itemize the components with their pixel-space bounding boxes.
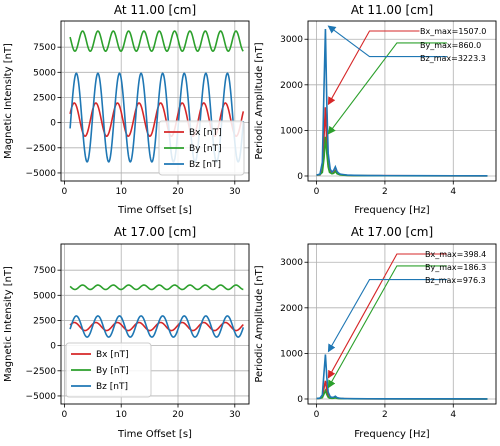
- annotation-by-max: By_max=860.0: [420, 41, 481, 50]
- panel-time-11cm: 0 10 20 30 −5000 −2500 0 2500 5000 7500 At 11.00 …: [3, 3, 250, 216]
- x-tick-label: 2: [382, 410, 388, 420]
- legend-frame: [158, 120, 245, 176]
- annotation-bx-max: Bx_max=398.4: [425, 250, 486, 259]
- series-lines: [69, 284, 245, 338]
- annotation-arrow-bz: [327, 279, 447, 353]
- series-line-bx: [316, 107, 488, 177]
- y-tick-label: 7500: [33, 266, 56, 276]
- panel-title: At 11.00 [cm]: [114, 3, 196, 17]
- y-axis-label: Periodic Amplitude [nT]: [254, 265, 265, 382]
- x-tick-label: 20: [172, 410, 184, 420]
- legend-label-bx: Bx [nT]: [96, 350, 129, 360]
- series-lines: [316, 354, 488, 400]
- y-tick-label: 3000: [280, 258, 303, 268]
- y-tick-label: 2000: [280, 81, 303, 91]
- annotation-arrow-by: [327, 265, 447, 389]
- y-tick-label: 3000: [280, 35, 303, 45]
- annotation-arrow-bx: [327, 30, 420, 106]
- annotation-by-max: By_max=186.3: [425, 263, 486, 272]
- annotation-arrow-by: [327, 42, 447, 135]
- panel-title: At 17.00 [cm]: [114, 225, 196, 239]
- x-tick-label: 20: [172, 187, 184, 197]
- plot-frame: [307, 20, 497, 182]
- series-line-bx: [69, 321, 244, 332]
- x-tick-label: 4: [450, 410, 456, 420]
- y-axis-label: Magnetic Intensity [nT]: [3, 43, 14, 159]
- axes-ticks: 0 10 20 30 −5000 −2500 0 2500 5000 7500: [26, 266, 241, 420]
- y-tick-label: 7500: [33, 43, 56, 53]
- axes-ticks: 0 2 4 0 1000 2000 3000: [280, 258, 456, 420]
- series-line-bz: [316, 354, 488, 400]
- plot-frame: [307, 243, 497, 405]
- series-lines: [316, 29, 488, 177]
- plot-frame: [60, 20, 250, 182]
- plot-frame: [60, 243, 250, 405]
- series-line-by: [69, 284, 244, 291]
- legend-frame: [65, 342, 152, 398]
- y-tick-label: 0: [50, 119, 56, 129]
- y-tick-label: −5000: [26, 169, 57, 179]
- series-line-by: [316, 136, 488, 177]
- x-axis-label: Frequency [Hz]: [354, 429, 430, 440]
- x-axis-label: Time Offset [s]: [117, 205, 192, 216]
- panel-title: At 11.00 [cm]: [351, 3, 433, 17]
- annotation-arrows: [327, 253, 447, 389]
- x-tick-label: 2: [382, 187, 388, 197]
- x-tick-label: 0: [62, 410, 68, 420]
- x-tick-label: 10: [115, 187, 127, 197]
- panel-freq-11cm: 0 2 4 0 1000 2000 3000 At 11.00 [cm] Frequency…: [254, 3, 497, 216]
- x-axis-label: Frequency [Hz]: [354, 205, 430, 216]
- y-tick-label: 1000: [280, 126, 303, 136]
- legend-label-bz: Bz [nT]: [189, 160, 221, 170]
- y-tick-label: 2500: [33, 93, 56, 103]
- panel-freq-17cm: 0 2 4 0 1000 2000 3000 At 17.00 [cm] Frequency…: [254, 225, 497, 440]
- annotation-arrow-bx: [327, 253, 447, 379]
- annotation-arrow-bz: [327, 25, 447, 58]
- series-line-bz: [316, 29, 488, 177]
- panel-title: At 17.00 [cm]: [351, 225, 433, 239]
- x-tick-label: 4: [450, 187, 456, 197]
- panel-time-17cm: 0 10 20 30 −5000 −2500 0 2500 5000 7500 At 17.00 …: [3, 225, 250, 440]
- annotation-bz-max: Bz_max=3223.3: [420, 54, 486, 63]
- y-tick-label: 0: [50, 342, 56, 352]
- y-tick-label: −5000: [26, 392, 57, 402]
- y-axis-label: Magnetic Intensity [nT]: [3, 266, 14, 382]
- legend-label-by: By [nT]: [189, 144, 222, 154]
- y-tick-label: −2500: [26, 367, 57, 377]
- y-axis-label: Periodic Amplitude [nT]: [254, 42, 265, 159]
- y-tick-label: 5000: [33, 68, 56, 78]
- y-tick-label: 2000: [280, 304, 303, 314]
- series-line-bx: [316, 380, 488, 400]
- x-tick-label: 0: [314, 410, 320, 420]
- y-tick-label: 2500: [33, 316, 56, 326]
- axes-ticks: 0 2 4 0 1000 2000 3000: [280, 35, 456, 197]
- y-tick-label: 0: [297, 395, 303, 405]
- legend: Bx [nT] By [nT] Bz [nT]: [65, 342, 152, 398]
- x-tick-label: 30: [229, 187, 241, 197]
- series-line-by: [69, 30, 244, 53]
- x-axis-label: Time Offset [s]: [117, 429, 192, 440]
- y-tick-label: 5000: [33, 291, 56, 301]
- legend-label-bz: Bz [nT]: [96, 382, 128, 392]
- x-tick-label: 10: [115, 410, 127, 420]
- legend: Bx [nT] By [nT] Bz [nT]: [158, 120, 245, 176]
- y-tick-label: 1000: [280, 349, 303, 359]
- y-tick-label: −2500: [26, 144, 57, 154]
- axes-ticks: 0 10 20 30 −5000 −2500 0 2500 5000 7500: [26, 43, 241, 197]
- x-tick-label: 30: [229, 410, 241, 420]
- annotation-arrows: [327, 25, 447, 135]
- x-tick-label: 0: [62, 187, 68, 197]
- x-tick-label: 0: [314, 187, 320, 197]
- y-tick-label: 0: [297, 172, 303, 182]
- annotation-bx-max: Bx_max=1507.0: [420, 27, 486, 36]
- legend-label-bx: Bx [nT]: [189, 128, 222, 138]
- legend-label-by: By [nT]: [96, 366, 129, 376]
- series-line-bz: [69, 315, 245, 338]
- annotation-bz-max: Bz_max=976.3: [425, 276, 486, 285]
